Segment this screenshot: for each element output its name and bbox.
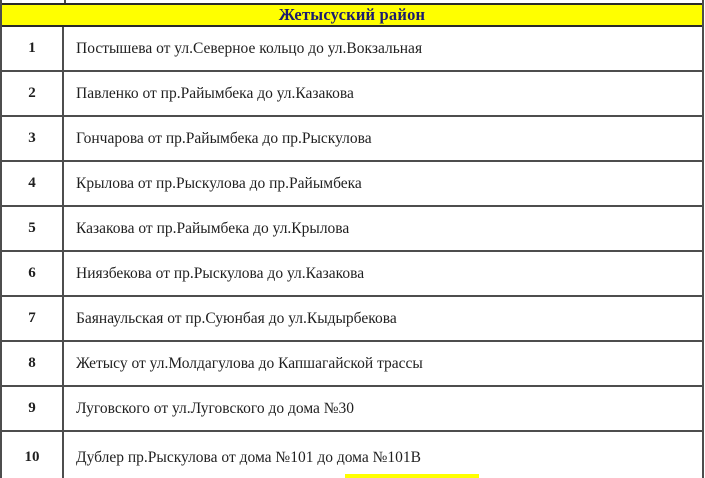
row-number-cell: 4 bbox=[2, 162, 64, 205]
street-cell: Казакова от пр.Райымбека до ул.Крылова bbox=[64, 207, 702, 250]
previous-row-number-cell-remnant bbox=[2, 0, 66, 3]
district-header-title: Жетысуский район bbox=[278, 5, 426, 24]
street-name: Гончарова от пр.Райымбека до пр.Рыскулов… bbox=[76, 129, 372, 147]
street-cell: Баянаульская от пр.Суюнбая до ул.Кыдырбе… bbox=[64, 297, 702, 340]
street-cell: Дублер пр.Рыскулова от дома №101 до дома… bbox=[64, 432, 702, 478]
street-name: Жетысу от ул.Молдагулова до Капшагайской… bbox=[76, 354, 423, 372]
row-number-cell: 3 bbox=[2, 117, 64, 160]
table-row: 5 Казакова от пр.Райымбека до ул.Крылова bbox=[2, 207, 702, 252]
street-name: Баянаульская от пр.Суюнбая до ул.Кыдырбе… bbox=[76, 309, 397, 327]
row-number: 9 bbox=[28, 400, 36, 416]
street-cell: Постышева от ул.Северное кольцо до ул.Во… bbox=[64, 27, 702, 70]
row-number-cell: 6 bbox=[2, 252, 64, 295]
row-number: 3 bbox=[28, 130, 36, 146]
street-name: Ниязбекова от пр.Рыскулова до ул.Казаков… bbox=[76, 264, 365, 282]
row-number: 10 bbox=[24, 449, 40, 465]
street-cell: Луговского от ул.Луговского до дома №30 bbox=[64, 387, 702, 430]
row-number: 7 bbox=[28, 310, 36, 326]
row-number: 6 bbox=[28, 265, 36, 281]
street-cell: Ниязбекова от пр.Рыскулова до ул.Казаков… bbox=[64, 252, 702, 295]
table-row: 4 Крылова от пр.Рыскулова до пр.Райымбек… bbox=[2, 162, 702, 207]
street-name: Павленко от пр.Райымбека до ул.Казакова bbox=[76, 84, 354, 102]
row-number: 8 bbox=[28, 355, 36, 371]
next-section-highlight-peek bbox=[345, 474, 479, 478]
row-number: 2 bbox=[28, 85, 36, 101]
rows-container: 1 Постышева от ул.Северное кольцо до ул.… bbox=[2, 27, 702, 478]
table-row: 10 Дублер пр.Рыскулова от дома №101 до д… bbox=[2, 432, 702, 478]
street-cell: Павленко от пр.Райымбека до ул.Казакова bbox=[64, 72, 702, 115]
street-cell: Жетысу от ул.Молдагулова до Капшагайской… bbox=[64, 342, 702, 385]
previous-row-remnant bbox=[2, 0, 702, 3]
row-number-cell: 7 bbox=[2, 297, 64, 340]
row-number-cell: 8 bbox=[2, 342, 64, 385]
row-number-cell: 5 bbox=[2, 207, 64, 250]
row-number-cell: 1 bbox=[2, 27, 64, 70]
street-cell: Гончарова от пр.Райымбека до пр.Рыскулов… bbox=[64, 117, 702, 160]
table-row: 8 Жетысу от ул.Молдагулова до Капшагайск… bbox=[2, 342, 702, 387]
row-number-cell: 9 bbox=[2, 387, 64, 430]
row-number: 1 bbox=[28, 40, 36, 56]
row-number-cell: 2 bbox=[2, 72, 64, 115]
table-row: 3 Гончарова от пр.Райымбека до пр.Рыскул… bbox=[2, 117, 702, 162]
table-row: 9 Луговского от ул.Луговского до дома №3… bbox=[2, 387, 702, 432]
table-row: 2 Павленко от пр.Райымбека до ул.Казаков… bbox=[2, 72, 702, 117]
street-name: Постышева от ул.Северное кольцо до ул.Во… bbox=[76, 39, 423, 57]
street-name: Крылова от пр.Рыскулова до пр.Райымбека bbox=[76, 174, 362, 192]
street-name: Казакова от пр.Райымбека до ул.Крылова bbox=[76, 219, 350, 237]
row-number: 4 bbox=[28, 175, 36, 191]
table-row: 7 Баянаульская от пр.Суюнбая до ул.Кыдыр… bbox=[2, 297, 702, 342]
street-name: Луговского от ул.Луговского до дома №30 bbox=[76, 399, 355, 417]
table-row: 1 Постышева от ул.Северное кольцо до ул.… bbox=[2, 27, 702, 72]
street-cell: Крылова от пр.Рыскулова до пр.Райымбека bbox=[64, 162, 702, 205]
row-number: 5 bbox=[28, 220, 36, 236]
street-name: Дублер пр.Рыскулова от дома №101 до дома… bbox=[76, 448, 422, 466]
table-row: 6 Ниязбекова от пр.Рыскулова до ул.Казак… bbox=[2, 252, 702, 297]
row-number-cell: 10 bbox=[2, 432, 64, 478]
district-header-row: Жетысуский район bbox=[2, 3, 702, 27]
